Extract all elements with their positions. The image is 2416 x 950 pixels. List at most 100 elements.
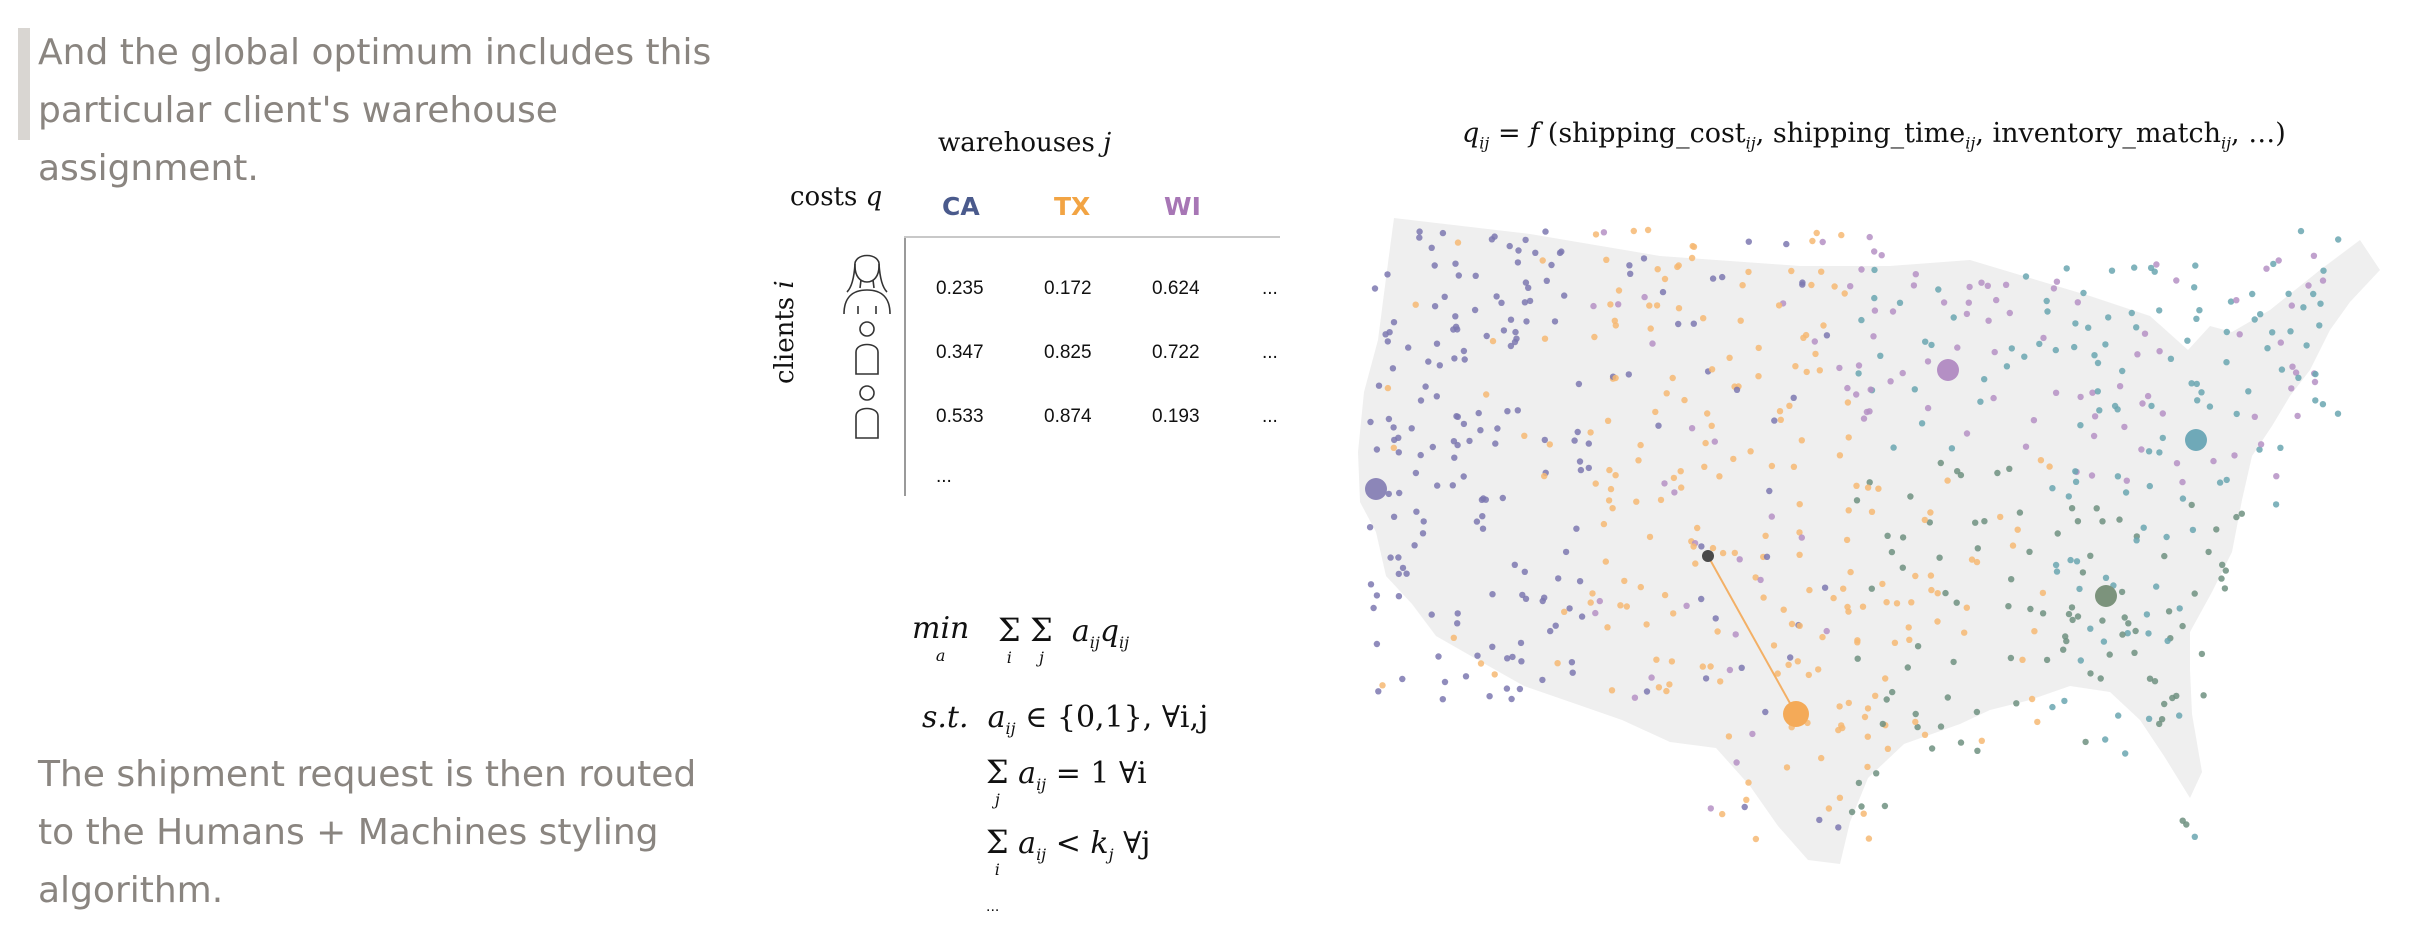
- client-dot: [1425, 358, 1432, 365]
- client-dot: [2087, 625, 2094, 632]
- client-dot: [1541, 436, 1548, 444]
- client-dot: [2121, 614, 2128, 621]
- client-dot: [1736, 556, 1743, 563]
- client-dot: [1978, 279, 1985, 286]
- client-dot: [1745, 779, 1752, 786]
- client-dot: [2156, 720, 2163, 728]
- client-dot: [1716, 473, 1723, 480]
- client-dot: [2030, 417, 2038, 424]
- client-dot: [2013, 700, 2020, 707]
- client-dot: [1571, 437, 1578, 444]
- client-dot: [1386, 329, 1393, 336]
- client-dot: [2077, 422, 2084, 429]
- client-dot: [1451, 355, 1458, 362]
- client-dot: [2122, 750, 2129, 757]
- client-dot: [1848, 808, 1856, 816]
- client-dot: [2292, 369, 2300, 376]
- client-dot: [2099, 617, 2106, 624]
- client-dot: [1863, 408, 1871, 416]
- client-dot: [1974, 747, 1981, 754]
- client-dot: [1479, 513, 1486, 520]
- client-dot: [2072, 320, 2079, 327]
- client-dot: [2118, 588, 2126, 596]
- cost-cell: 0.722: [1152, 342, 1200, 363]
- client-dot: [1757, 576, 1764, 584]
- client-dot: [2198, 650, 2206, 658]
- client-dot: [2179, 817, 2186, 824]
- client-dot: [1576, 578, 1584, 585]
- client-dot: [1704, 410, 1711, 417]
- client-dot: [1739, 282, 1746, 289]
- client-dot: [1612, 472, 1619, 479]
- client-dot: [1871, 294, 1878, 302]
- client-dot: [1942, 589, 1949, 597]
- client-dot: [1521, 432, 1528, 439]
- client-dot: [2263, 265, 2270, 272]
- client-dot: [1912, 718, 1919, 726]
- client-dot: [1675, 262, 1682, 269]
- client-dot: [1864, 733, 1871, 740]
- client-dot: [1434, 482, 1441, 489]
- client-dot: [1681, 396, 1688, 404]
- cost-cell: 0.874: [1044, 406, 1092, 427]
- client-dot: [1924, 358, 1932, 365]
- client-dot: [1726, 666, 1734, 674]
- warehouse-marker-pa: [2185, 429, 2207, 451]
- client-dot: [1395, 449, 1402, 456]
- client-dot: [1918, 420, 1926, 427]
- client-dot: [2096, 407, 2103, 414]
- client-dot: [1891, 639, 1899, 646]
- client-dot: [2163, 533, 2170, 541]
- client-dot: [1661, 591, 1669, 599]
- client-dot: [2188, 380, 2195, 387]
- client-dot: [2140, 524, 2147, 531]
- client-dot: [2236, 331, 2243, 338]
- client-dot: [1752, 835, 1760, 843]
- client-dot: [1818, 754, 1825, 762]
- client-dot: [1708, 366, 1716, 373]
- client-dot: [2122, 489, 2130, 496]
- client-dot: [2173, 277, 2180, 284]
- client-dot: [2251, 413, 2258, 420]
- client-dot: [2097, 675, 2104, 682]
- client-dot: [1836, 703, 1843, 710]
- client-dot: [1912, 271, 1919, 278]
- client-dot: [1690, 320, 1697, 327]
- client-dot: [2067, 556, 2074, 564]
- client-dot: [1511, 338, 1519, 346]
- client-dot: [2102, 736, 2109, 743]
- client-avatar-icon: [855, 321, 879, 375]
- client-dot: [1934, 590, 1941, 597]
- narration-bottom: The shipment request is then routed to t…: [38, 754, 697, 911]
- client-route-line: [1707, 555, 1797, 715]
- client-dot: [1429, 443, 1436, 451]
- client-dot: [1783, 240, 1790, 248]
- client-dot: [1390, 513, 1398, 520]
- client-dot: [2213, 526, 2220, 533]
- client-dot: [2052, 389, 2060, 396]
- client-dot: [1741, 803, 1748, 811]
- client-dot: [2288, 385, 2295, 392]
- client-dot: [2194, 397, 2201, 404]
- client-dot: [1466, 437, 1473, 445]
- client-dot: [2028, 695, 2036, 703]
- client-dot: [1575, 380, 1583, 388]
- client-dot: [1479, 525, 1487, 532]
- client-dot: [1412, 301, 1419, 308]
- client-dot: [2169, 694, 2176, 702]
- client-dot: [1755, 373, 1762, 380]
- client-dot: [1666, 681, 1673, 688]
- client-dot: [1652, 408, 1659, 416]
- client-dot: [1399, 675, 1406, 683]
- client-dot: [2133, 324, 2140, 331]
- client-dot: [2156, 348, 2163, 355]
- client-dots: [1366, 226, 2342, 843]
- client-dot: [1911, 386, 1918, 393]
- client-dot: [1893, 600, 1901, 607]
- client-dot: [2080, 289, 2087, 297]
- client-dot: [1858, 803, 1865, 810]
- client-dot: [1972, 519, 1979, 526]
- client-dot: [2102, 341, 2109, 348]
- client-dot: [1522, 236, 1529, 244]
- client-dot: [2245, 388, 2252, 395]
